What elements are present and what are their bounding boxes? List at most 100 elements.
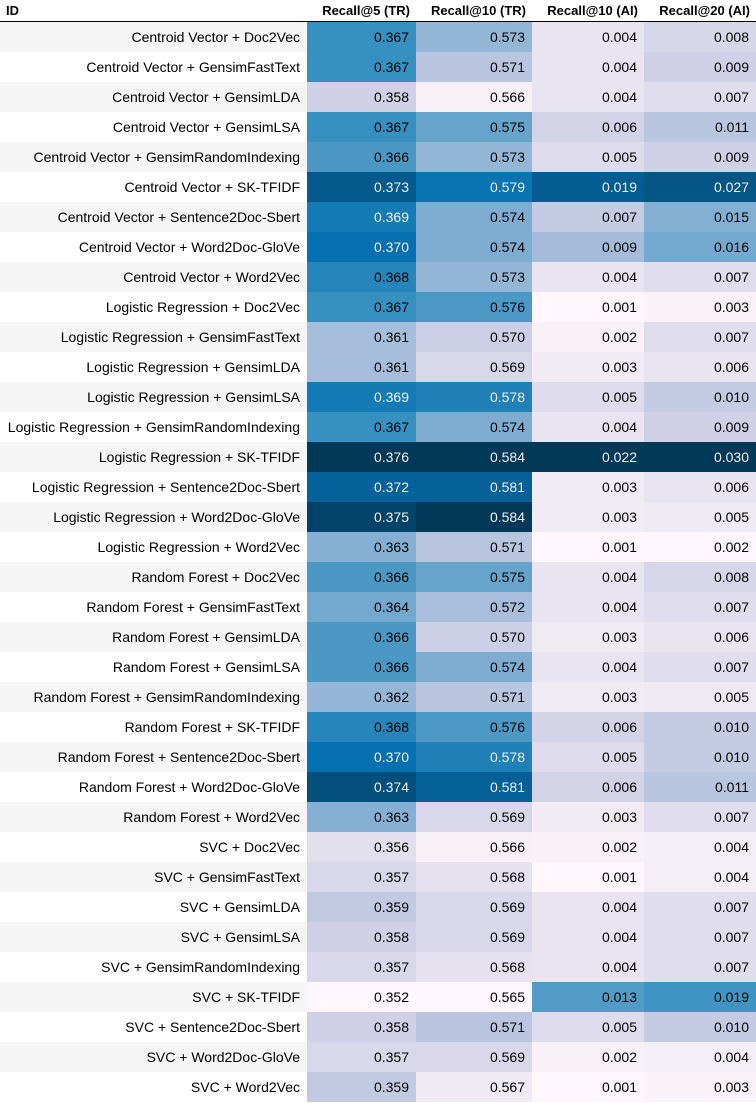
table-row: SVC + GensimLDA 0.359 0.569 0.004 0.007: [0, 891, 756, 922]
id-cell: Logistic Regression + Word2Doc-GloVe: [0, 501, 307, 532]
recall10-tr-cell: 0.575: [416, 111, 532, 142]
recall10-ai-cell: 0.009: [532, 231, 644, 262]
column-header-id[interactable]: ID: [0, 0, 307, 22]
recall20-ai-cell: 0.007: [644, 801, 756, 832]
id-cell: Logistic Regression + Word2Vec: [0, 531, 307, 562]
recall10-ai-cell: 0.003: [532, 351, 644, 382]
recall20-ai-cell: 0.010: [644, 711, 756, 742]
id-cell: Centroid Vector + GensimFastText: [0, 51, 307, 82]
recall10-ai-cell: 0.002: [532, 1041, 644, 1072]
column-header-recall10-tr[interactable]: Recall@10 (TR): [416, 0, 532, 22]
recall5-tr-cell: 0.374: [307, 771, 416, 802]
id-cell: SVC + Word2Doc-GloVe: [0, 1041, 307, 1072]
recall10-ai-cell: 0.004: [532, 561, 644, 592]
recall10-tr-cell: 0.584: [416, 441, 532, 472]
recall10-tr-cell: 0.569: [416, 801, 532, 832]
column-header-recall20-ai[interactable]: Recall@20 (AI): [644, 0, 756, 22]
recall10-ai-cell: 0.006: [532, 111, 644, 142]
recall10-tr-cell: 0.571: [416, 51, 532, 82]
recall20-ai-cell: 0.004: [644, 1041, 756, 1072]
recall20-ai-cell: 0.007: [644, 891, 756, 922]
id-cell: Centroid Vector + Word2Vec: [0, 261, 307, 292]
recall10-ai-cell: 0.004: [532, 891, 644, 922]
recall10-tr-cell: 0.570: [416, 321, 532, 352]
recall10-ai-cell: 0.002: [532, 321, 644, 352]
table-body: Centroid Vector + Doc2Vec 0.367 0.573 0.004…: [0, 21, 756, 1102]
recall10-tr-cell: 0.581: [416, 471, 532, 502]
table-row: Logistic Regression + GensimFastText 0.36…: [0, 321, 756, 352]
table-row: Random Forest + GensimLDA 0.366 0.570 0.003…: [0, 621, 756, 652]
recall5-tr-cell: 0.370: [307, 231, 416, 262]
recall20-ai-cell: 0.008: [644, 21, 756, 52]
id-cell: Random Forest + Sentence2Doc-Sbert: [0, 741, 307, 772]
table-row: Centroid Vector + GensimFastText 0.367 0.5…: [0, 51, 756, 82]
recall10-ai-cell: 0.003: [532, 621, 644, 652]
column-header-recall5-tr[interactable]: Recall@5 (TR): [307, 0, 416, 22]
recall20-ai-cell: 0.007: [644, 951, 756, 982]
recall20-ai-cell: 0.009: [644, 141, 756, 172]
table-row: Random Forest + GensimLSA 0.366 0.574 0.004…: [0, 651, 756, 682]
recall10-ai-cell: 0.006: [532, 771, 644, 802]
recall10-tr-cell: 0.568: [416, 861, 532, 892]
recall10-tr-cell: 0.574: [416, 651, 532, 682]
table-row: Centroid Vector + Sentence2Doc-Sbert 0.36…: [0, 201, 756, 232]
recall5-tr-cell: 0.363: [307, 801, 416, 832]
recall10-ai-cell: 0.006: [532, 711, 644, 742]
recall20-ai-cell: 0.004: [644, 831, 756, 862]
column-header-recall10-ai[interactable]: Recall@10 (AI): [532, 0, 644, 22]
recall10-tr-cell: 0.567: [416, 1071, 532, 1102]
recall10-tr-cell: 0.570: [416, 621, 532, 652]
id-cell: Logistic Regression + SK-TFIDF: [0, 441, 307, 472]
id-cell: SVC + GensimFastText: [0, 861, 307, 892]
recall10-ai-cell: 0.022: [532, 441, 644, 472]
recall5-tr-cell: 0.366: [307, 561, 416, 592]
recall20-ai-cell: 0.011: [644, 771, 756, 802]
id-cell: SVC + Doc2Vec: [0, 831, 307, 862]
table-row: Logistic Regression + GensimLDA 0.361 0.56…: [0, 351, 756, 382]
recall10-tr-cell: 0.578: [416, 381, 532, 412]
id-cell: SVC + Word2Vec: [0, 1071, 307, 1102]
recall20-ai-cell: 0.007: [644, 651, 756, 682]
recall20-ai-cell: 0.030: [644, 441, 756, 472]
id-cell: Logistic Regression + Doc2Vec: [0, 291, 307, 322]
id-cell: SVC + SK-TFIDF: [0, 981, 307, 1012]
recall10-tr-cell: 0.569: [416, 351, 532, 382]
id-cell: Random Forest + Word2Vec: [0, 801, 307, 832]
id-cell: SVC + GensimRandomIndexing: [0, 951, 307, 982]
recall5-tr-cell: 0.363: [307, 531, 416, 562]
recall10-tr-cell: 0.569: [416, 921, 532, 952]
recall20-ai-cell: 0.007: [644, 81, 756, 112]
recall10-tr-cell: 0.571: [416, 1011, 532, 1042]
recall10-ai-cell: 0.003: [532, 501, 644, 532]
recall10-ai-cell: 0.001: [532, 1071, 644, 1102]
recall5-tr-cell: 0.366: [307, 621, 416, 652]
table-row: Centroid Vector + Word2Doc-GloVe 0.370 0.5…: [0, 231, 756, 262]
recall10-ai-cell: 0.004: [532, 921, 644, 952]
table-row: Logistic Regression + Word2Vec 0.363 0.571…: [0, 531, 756, 562]
recall10-tr-cell: 0.565: [416, 981, 532, 1012]
recall5-tr-cell: 0.367: [307, 291, 416, 322]
id-cell: Centroid Vector + GensimRandomIndexing: [0, 141, 307, 172]
recall20-ai-cell: 0.003: [644, 1071, 756, 1102]
recall10-tr-cell: 0.573: [416, 21, 532, 52]
recall10-ai-cell: 0.003: [532, 681, 644, 712]
recall5-tr-cell: 0.366: [307, 651, 416, 682]
recall5-tr-cell: 0.357: [307, 861, 416, 892]
recall20-ai-cell: 0.016: [644, 231, 756, 262]
recall10-ai-cell: 0.004: [532, 51, 644, 82]
recall5-tr-cell: 0.362: [307, 681, 416, 712]
recall20-ai-cell: 0.011: [644, 111, 756, 142]
recall20-ai-cell: 0.004: [644, 861, 756, 892]
recall10-ai-cell: 0.001: [532, 291, 644, 322]
recall5-tr-cell: 0.375: [307, 501, 416, 532]
recall10-tr-cell: 0.578: [416, 741, 532, 772]
recall5-tr-cell: 0.358: [307, 1011, 416, 1042]
recall20-ai-cell: 0.010: [644, 1011, 756, 1042]
recall5-tr-cell: 0.356: [307, 831, 416, 862]
id-cell: SVC + Sentence2Doc-Sbert: [0, 1011, 307, 1042]
recall5-tr-cell: 0.376: [307, 441, 416, 472]
recall5-tr-cell: 0.367: [307, 111, 416, 142]
recall5-tr-cell: 0.359: [307, 891, 416, 922]
recall10-tr-cell: 0.568: [416, 951, 532, 982]
